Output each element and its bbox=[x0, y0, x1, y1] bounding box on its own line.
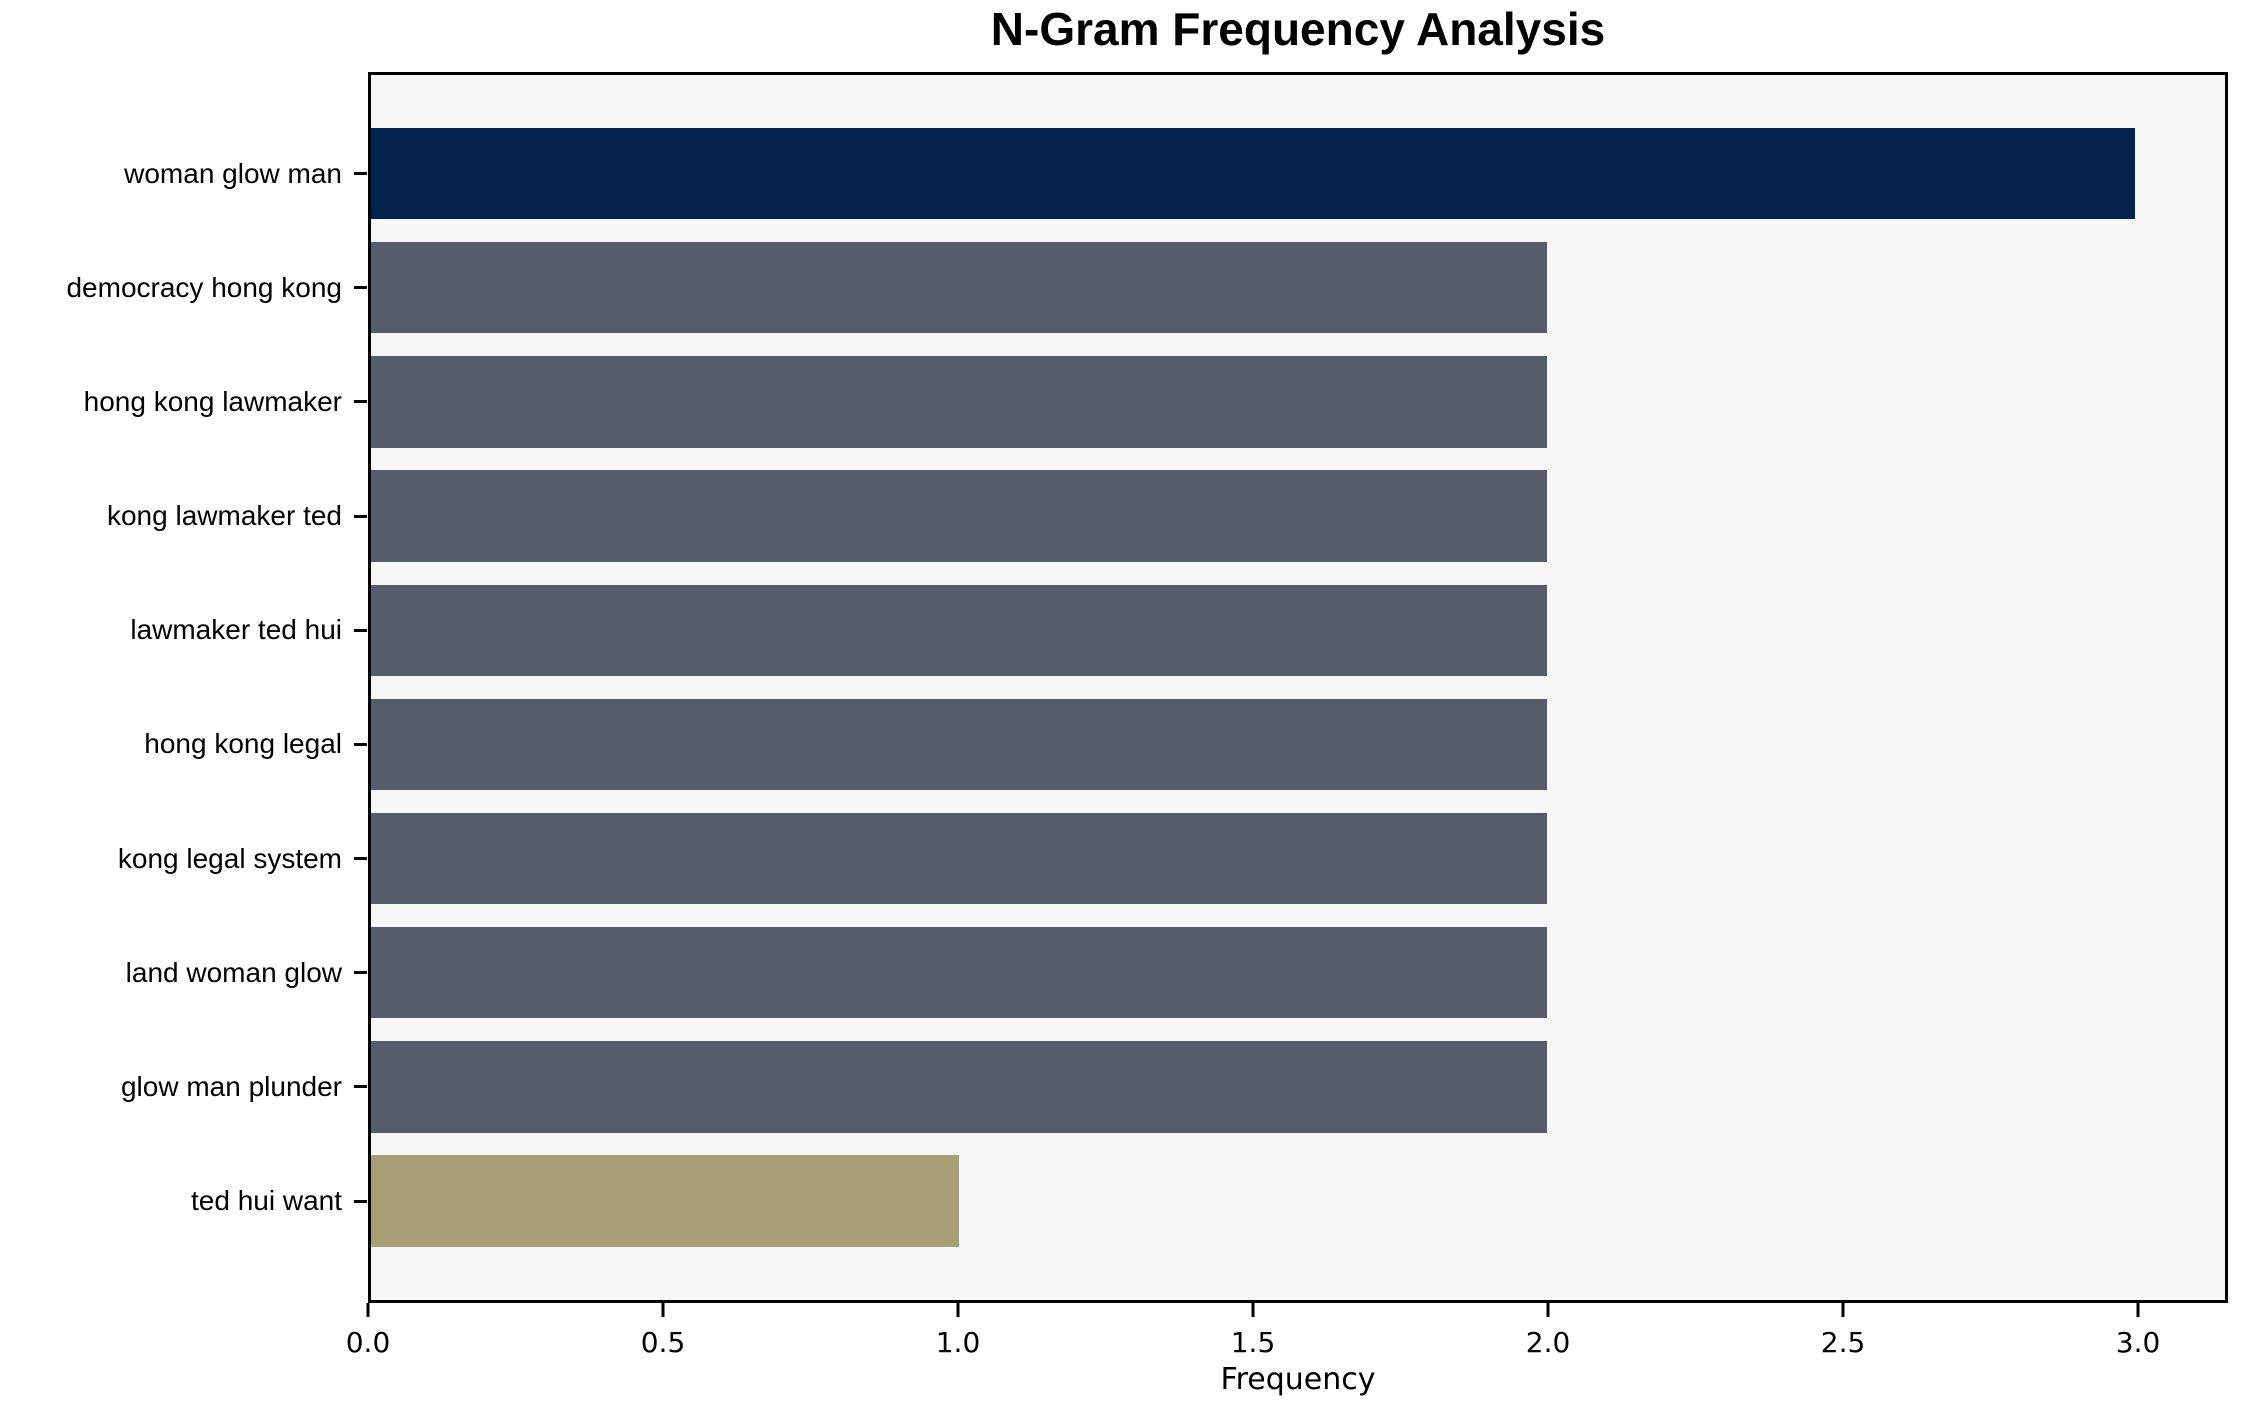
y-axis-label: woman glow man bbox=[124, 157, 342, 189]
y-tick bbox=[354, 1199, 367, 1203]
y-tick bbox=[354, 172, 367, 176]
plot-area bbox=[368, 72, 2228, 1303]
y-tick bbox=[354, 971, 367, 975]
x-tick bbox=[1251, 1303, 1255, 1317]
x-axis-title: Frequency bbox=[1220, 1362, 1376, 1397]
bar bbox=[371, 242, 1548, 334]
bar bbox=[371, 927, 1548, 1019]
y-tick bbox=[354, 400, 367, 404]
bar bbox=[371, 127, 2136, 220]
x-tick bbox=[661, 1303, 665, 1317]
bar bbox=[371, 698, 1548, 791]
y-axis-label: hong kong lawmaker bbox=[83, 385, 342, 417]
x-tick bbox=[1546, 1303, 1550, 1317]
bar bbox=[371, 470, 1548, 562]
y-tick bbox=[354, 1085, 367, 1089]
bar bbox=[371, 356, 1548, 448]
x-tick-label: 0.5 bbox=[640, 1326, 686, 1359]
y-axis-label: kong legal system bbox=[117, 842, 342, 874]
y-tick bbox=[354, 514, 367, 518]
y-axis-labels: woman glow man democracy hong kong hong ko… bbox=[0, 72, 342, 1303]
y-axis-label: glow man plunder bbox=[120, 1070, 342, 1102]
x-tick-label: 2.5 bbox=[1820, 1326, 1866, 1359]
x-tick-label: 0.0 bbox=[345, 1326, 391, 1359]
y-axis-label: land woman glow bbox=[125, 956, 342, 988]
x-tick-label: 1.5 bbox=[1230, 1326, 1276, 1359]
bar bbox=[371, 584, 1548, 676]
bar bbox=[371, 1155, 960, 1247]
y-axis-label: ted hui want bbox=[191, 1185, 342, 1217]
y-tick bbox=[354, 286, 367, 290]
x-tick bbox=[2136, 1303, 2140, 1317]
x-tick bbox=[956, 1303, 960, 1317]
x-tick-label: 2.0 bbox=[1525, 1326, 1571, 1359]
y-axis-label: lawmaker ted hui bbox=[130, 614, 342, 646]
bar bbox=[371, 812, 1548, 905]
chart-title: N-Gram Frequency Analysis bbox=[990, 3, 1606, 55]
x-tick bbox=[1841, 1303, 1845, 1317]
y-axis-label: kong lawmaker ted bbox=[106, 500, 342, 532]
x-tick-label: 1.0 bbox=[935, 1326, 981, 1359]
y-axis-label: hong kong legal bbox=[144, 728, 342, 760]
y-axis-label: democracy hong kong bbox=[66, 271, 342, 303]
y-tick bbox=[354, 742, 367, 746]
x-tick-label: 3.0 bbox=[2115, 1326, 2161, 1359]
y-tick bbox=[354, 628, 367, 632]
y-tick bbox=[354, 857, 367, 861]
bar bbox=[371, 1041, 1548, 1133]
x-tick bbox=[366, 1303, 370, 1317]
